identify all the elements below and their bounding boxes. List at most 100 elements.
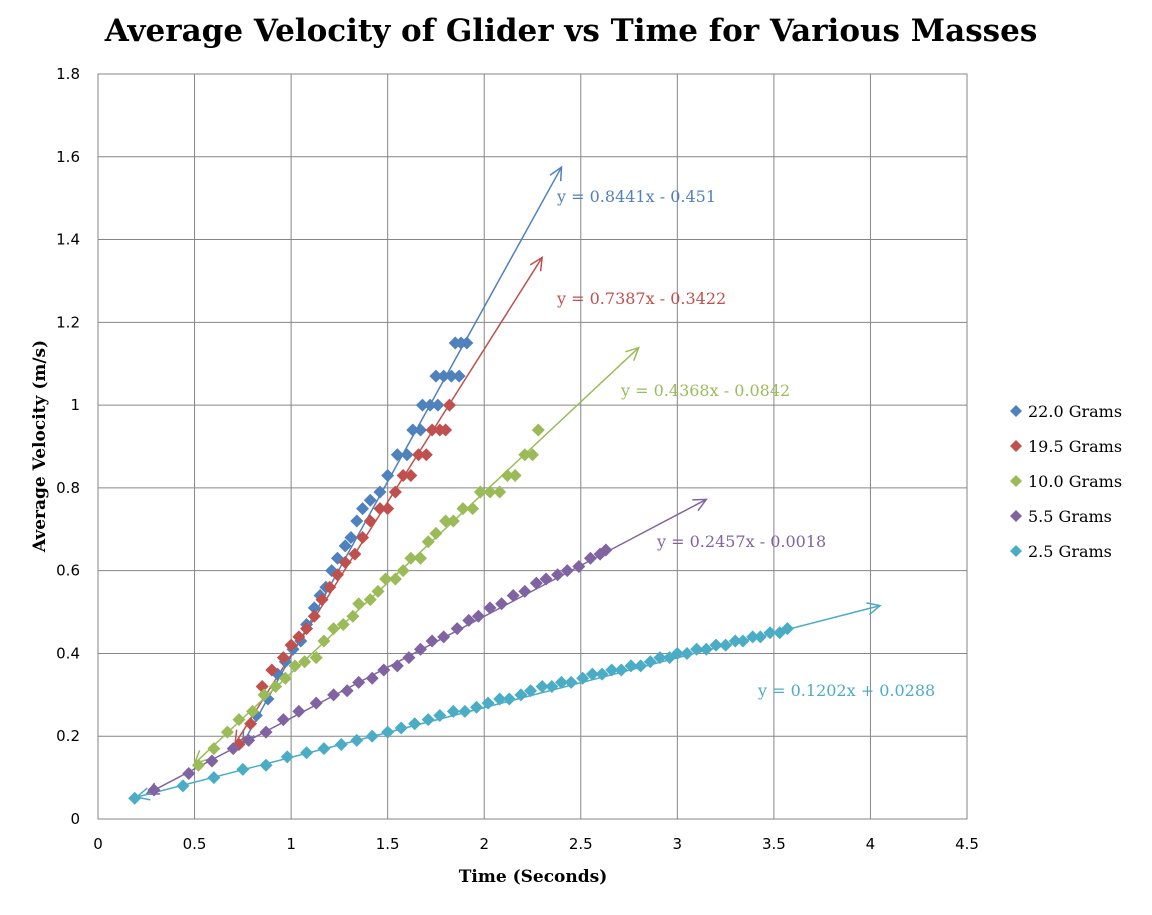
data-point bbox=[147, 783, 161, 797]
data-point bbox=[421, 535, 435, 549]
data-point bbox=[408, 717, 422, 731]
y-tick-label: 0.2 bbox=[56, 727, 80, 745]
trendline-arrowhead bbox=[692, 498, 708, 512]
data-point bbox=[746, 630, 760, 644]
data-point bbox=[605, 663, 619, 677]
data-point bbox=[653, 651, 667, 665]
data-point bbox=[460, 336, 474, 350]
data-point bbox=[643, 655, 657, 669]
data-point bbox=[363, 493, 377, 507]
data-point bbox=[500, 468, 514, 482]
data-point bbox=[315, 593, 329, 607]
data-point bbox=[419, 448, 433, 462]
x-tick-label: 2.5 bbox=[569, 835, 593, 853]
data-point bbox=[415, 398, 429, 412]
y-axis-label: Average Velocity (m/s) bbox=[30, 340, 50, 553]
y-tick-label: 0 bbox=[70, 810, 80, 828]
data-point bbox=[423, 398, 437, 412]
data-point bbox=[508, 468, 522, 482]
data-point bbox=[365, 671, 379, 685]
data-point bbox=[425, 634, 439, 648]
y-tick-label: 0.4 bbox=[56, 644, 80, 662]
data-point bbox=[413, 642, 427, 656]
y-tick-label: 1.4 bbox=[56, 231, 80, 249]
data-point bbox=[226, 742, 240, 756]
data-point bbox=[338, 555, 352, 569]
data-point bbox=[288, 659, 302, 673]
data-point bbox=[469, 700, 483, 714]
data-point bbox=[433, 709, 447, 723]
data-point bbox=[473, 485, 487, 499]
legend-label: 22.0 Grams bbox=[1028, 402, 1122, 421]
data-point bbox=[276, 713, 290, 727]
y-tick-label: 1.2 bbox=[56, 313, 80, 331]
data-point bbox=[446, 514, 460, 528]
data-point bbox=[278, 671, 292, 685]
data-point bbox=[232, 713, 246, 727]
tick-labels: 0 0.5 1 1.5 2 2.5 3 3.5 4 4.5 0 0.2 0.4 0.6 0.8 1 1.2 1.4… bbox=[56, 65, 979, 853]
data-point bbox=[182, 766, 196, 780]
data-point bbox=[292, 704, 306, 718]
data-point bbox=[381, 502, 395, 516]
data-point bbox=[471, 609, 485, 623]
data-point bbox=[709, 638, 723, 652]
data-point bbox=[452, 369, 466, 383]
data-point bbox=[373, 485, 387, 499]
data-point bbox=[334, 738, 348, 751]
data-point bbox=[259, 758, 273, 772]
x-axis-label: Time (Seconds) bbox=[459, 867, 608, 887]
data-point bbox=[269, 680, 283, 694]
trendline-arrowhead bbox=[625, 346, 640, 361]
data-point bbox=[736, 634, 750, 648]
data-point bbox=[551, 568, 565, 582]
data-point bbox=[437, 369, 451, 383]
legend-label: 5.5 Grams bbox=[1028, 507, 1112, 526]
legend-label: 19.5 Grams bbox=[1028, 437, 1122, 456]
data-point bbox=[439, 514, 453, 528]
data-point bbox=[412, 448, 426, 462]
legend-marker bbox=[1010, 475, 1022, 487]
data-point bbox=[483, 485, 497, 499]
data-point bbox=[431, 398, 445, 412]
data-point bbox=[406, 423, 420, 437]
y-tick-label: 1.8 bbox=[56, 65, 80, 83]
data-point bbox=[585, 667, 599, 681]
x-tick-label: 3.5 bbox=[762, 835, 786, 853]
data-point bbox=[307, 609, 321, 623]
data-point bbox=[390, 448, 404, 462]
trendline-arrowhead bbox=[866, 602, 882, 616]
data-point bbox=[338, 539, 352, 553]
trendline-equation: y = 0.2457x - 0.0018 bbox=[656, 532, 826, 551]
data-point bbox=[205, 754, 219, 768]
x-tick-label: 0 bbox=[93, 835, 103, 853]
data-point bbox=[381, 725, 395, 739]
data-point bbox=[404, 551, 418, 565]
data-point bbox=[439, 423, 453, 437]
trendline-equations: y = 0.8441x - 0.451 y = 0.7387x - 0.3422 y… bbox=[556, 187, 935, 700]
x-tick-label: 1.5 bbox=[376, 835, 400, 853]
data-point bbox=[259, 725, 273, 739]
legend-marker bbox=[1010, 440, 1022, 452]
data-point bbox=[244, 717, 258, 731]
data-point bbox=[564, 675, 578, 689]
trendline-equation: y = 0.4368x - 0.0842 bbox=[620, 381, 790, 400]
data-point bbox=[624, 659, 638, 673]
data-point bbox=[506, 589, 520, 602]
y-tick-label: 1 bbox=[70, 396, 80, 414]
legend-marker bbox=[1010, 405, 1022, 417]
data-point bbox=[728, 634, 742, 648]
data-point bbox=[292, 630, 306, 644]
data-point bbox=[317, 742, 331, 756]
plot-area-border bbox=[97, 73, 968, 820]
data-point bbox=[352, 675, 366, 689]
data-point bbox=[207, 742, 221, 756]
data-point bbox=[458, 704, 472, 718]
data-point bbox=[763, 626, 777, 640]
data-point bbox=[257, 688, 271, 702]
data-point bbox=[336, 617, 350, 631]
data-point bbox=[583, 551, 597, 565]
data-point bbox=[280, 750, 294, 764]
data-point bbox=[352, 597, 366, 611]
data-point bbox=[245, 704, 259, 718]
